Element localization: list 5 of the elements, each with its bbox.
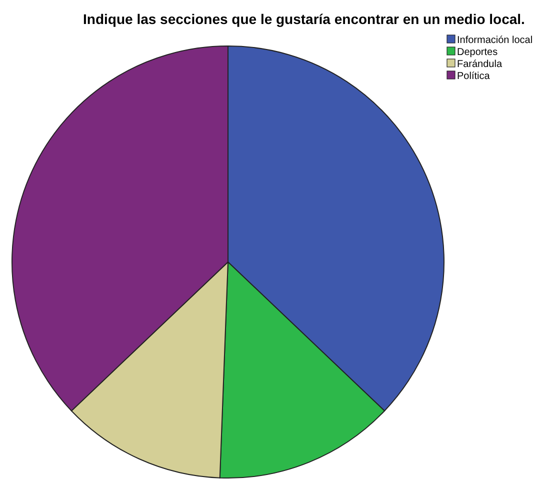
legend-label: Política [457, 71, 490, 82]
legend-label: Farándula [457, 59, 502, 70]
legend-label: Información local [457, 35, 533, 46]
chart-title: Indique las secciones que le gustaría encontrar en un medio local. [83, 11, 525, 27]
legend-label: Deportes [457, 47, 498, 58]
